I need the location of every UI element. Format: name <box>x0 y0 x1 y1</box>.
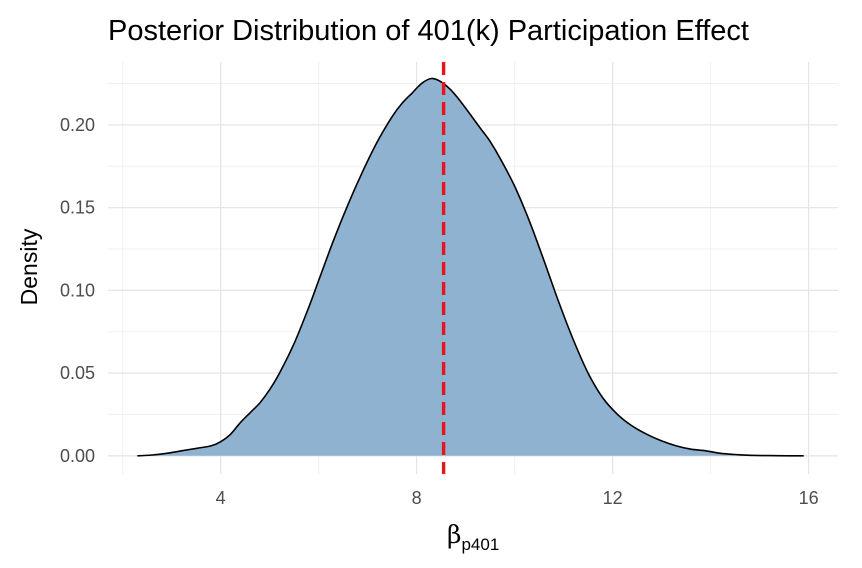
y-tick-label: 0.05 <box>60 363 95 383</box>
x-tick-label: 4 <box>216 488 226 508</box>
y-tick-label: 0.00 <box>60 446 95 466</box>
y-tick-label: 0.20 <box>60 115 95 135</box>
x-axis-label-subscript: p401 <box>461 535 499 554</box>
y-axis-ticks: 0.00 0.05 0.10 0.15 0.20 <box>60 115 95 466</box>
x-axis-label: βp401 <box>447 520 499 554</box>
x-axis-label-symbol: β <box>447 520 461 549</box>
y-axis-label: Density <box>16 228 42 305</box>
y-tick-label: 0.15 <box>60 198 95 218</box>
x-tick-label: 8 <box>412 488 422 508</box>
y-tick-label: 0.10 <box>60 280 95 300</box>
chart-title: Posterior Distribution of 401(k) Partici… <box>108 15 749 47</box>
density-line <box>137 77 804 457</box>
density-area <box>137 78 804 456</box>
x-tick-label: 12 <box>603 488 623 508</box>
x-axis-ticks: 4 8 12 16 <box>216 488 819 508</box>
x-tick-label: 16 <box>799 488 819 508</box>
